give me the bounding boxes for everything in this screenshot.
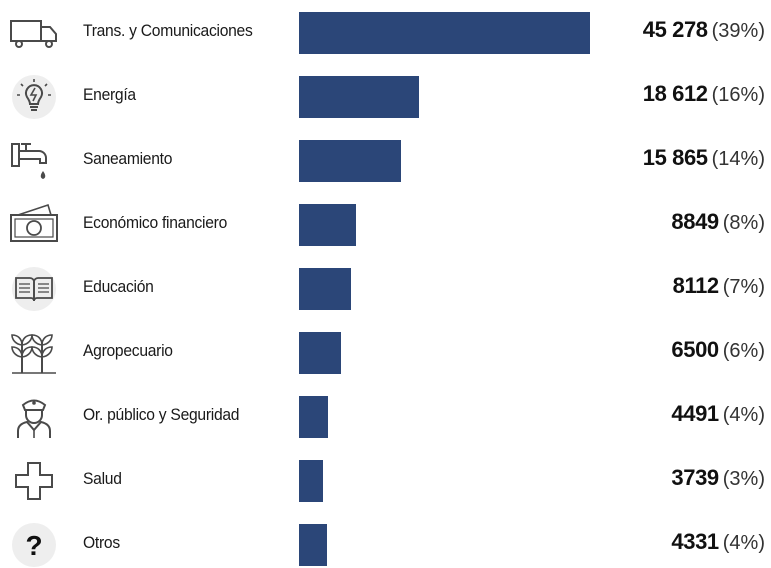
chart-row: Trans. y Comunicaciones 45 278 (39%)	[0, 5, 771, 69]
bar	[299, 140, 401, 182]
bar	[299, 76, 419, 118]
data-label: 45 278 (39%)	[643, 17, 765, 43]
data-label: 18 612 (16%)	[643, 81, 765, 107]
category-label: Educación	[83, 277, 154, 296]
percent-label: (14%)	[711, 148, 765, 170]
question-mark-icon: ?	[8, 519, 60, 568]
bar	[299, 204, 356, 246]
percent-label: (3%)	[722, 468, 765, 490]
chart-row: Energía 18 612 (16%)	[0, 69, 771, 133]
percent-label: (8%)	[722, 212, 765, 234]
plants-icon	[8, 327, 60, 379]
chart-row: ? Otros 4331 (4%)	[0, 517, 771, 568]
category-label: Saneamiento	[83, 149, 173, 168]
bar	[299, 396, 328, 438]
lightbulb-icon	[8, 71, 60, 123]
chart-row: Educación 8112 (7%)	[0, 261, 771, 325]
percent-label: (7%)	[722, 276, 765, 298]
value-label: 6500	[671, 337, 719, 362]
data-label: 6500 (6%)	[671, 337, 765, 363]
percent-label: (6%)	[722, 340, 765, 362]
bar	[299, 524, 327, 566]
percent-label: (4%)	[722, 404, 765, 426]
value-label: 8112	[672, 273, 720, 298]
chart-row: Or. público y Seguridad 4491 (4%)	[0, 389, 771, 453]
chart-row: Agropecuario 6500 (6%)	[0, 325, 771, 389]
bar	[299, 332, 341, 374]
police-officer-icon	[8, 391, 60, 443]
faucet-icon	[8, 135, 60, 187]
svg-text:?: ?	[25, 530, 42, 561]
data-label: 4331 (4%)	[671, 529, 765, 555]
data-label: 15 865 (14%)	[643, 145, 765, 171]
book-icon	[8, 263, 60, 315]
medical-cross-icon	[8, 455, 60, 507]
bar	[299, 460, 323, 502]
data-label: 8112 (7%)	[673, 273, 765, 299]
chart-row: Económico financiero 8849 (8%)	[0, 197, 771, 261]
bar	[299, 268, 351, 310]
value-label: 4331	[671, 529, 719, 554]
percent-label: (4%)	[722, 532, 765, 554]
bar	[299, 12, 590, 54]
percent-label: (16%)	[711, 84, 765, 106]
value-label: 45 278	[642, 17, 708, 42]
category-label: Trans. y Comunicaciones	[83, 21, 253, 40]
value-label: 18 612	[642, 81, 708, 106]
value-label: 15 865	[642, 145, 708, 170]
category-label: Salud	[83, 469, 122, 488]
value-label: 3739	[671, 465, 719, 490]
value-label: 4491	[671, 401, 719, 426]
category-label: Económico financiero	[83, 213, 228, 232]
data-label: 8849 (8%)	[671, 209, 765, 235]
percent-label: (39%)	[711, 20, 765, 42]
category-label: Or. público y Seguridad	[83, 405, 240, 424]
chart-row: Salud 3739 (3%)	[0, 453, 771, 517]
category-label: Otros	[83, 533, 120, 552]
truck-icon	[8, 7, 60, 59]
category-label: Energía	[83, 85, 136, 104]
banknote-icon	[8, 199, 60, 251]
data-label: 4491 (4%)	[671, 401, 765, 427]
chart-row: Saneamiento 15 865 (14%)	[0, 133, 771, 197]
value-label: 8849	[671, 209, 719, 234]
category-label: Agropecuario	[83, 341, 173, 360]
data-label: 3739 (3%)	[671, 465, 765, 491]
